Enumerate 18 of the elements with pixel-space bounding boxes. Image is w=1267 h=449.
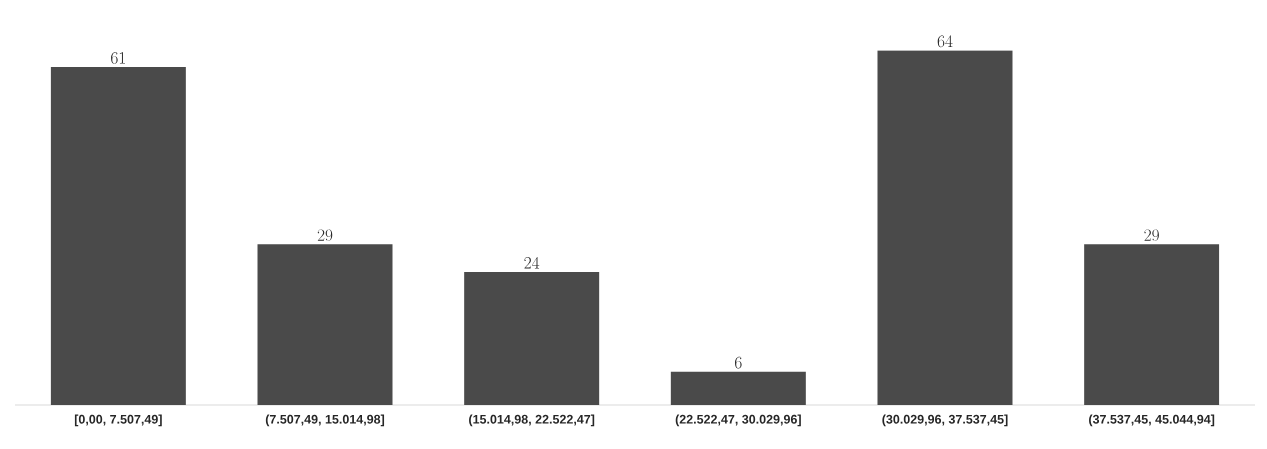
bar <box>877 50 1013 405</box>
bar <box>257 244 393 405</box>
x-tick-label: (7.507,49, 15.014,98] <box>265 414 385 427</box>
data-label: 29 <box>317 229 333 242</box>
data-label: 29 <box>1144 229 1159 242</box>
x-tick-label: (15.014,98, 22.522,47] <box>469 414 595 427</box>
x-tick-label: (37.537,45, 45.044,94] <box>1089 414 1215 427</box>
bar <box>50 67 186 405</box>
data-label: 24 <box>524 256 540 269</box>
x-tick-label: (22.522,47, 30.029,96] <box>675 414 801 427</box>
x-tick-label: [0,00, 7.507,49] <box>74 414 162 427</box>
data-label: 6 <box>735 356 742 369</box>
bar <box>670 371 806 405</box>
data-label: 61 <box>111 52 125 64</box>
x-tick-label: (30.029,96, 37.537,45] <box>882 414 1008 427</box>
bar <box>1084 244 1220 405</box>
bar <box>464 272 600 405</box>
data-label: 64 <box>937 35 953 48</box>
